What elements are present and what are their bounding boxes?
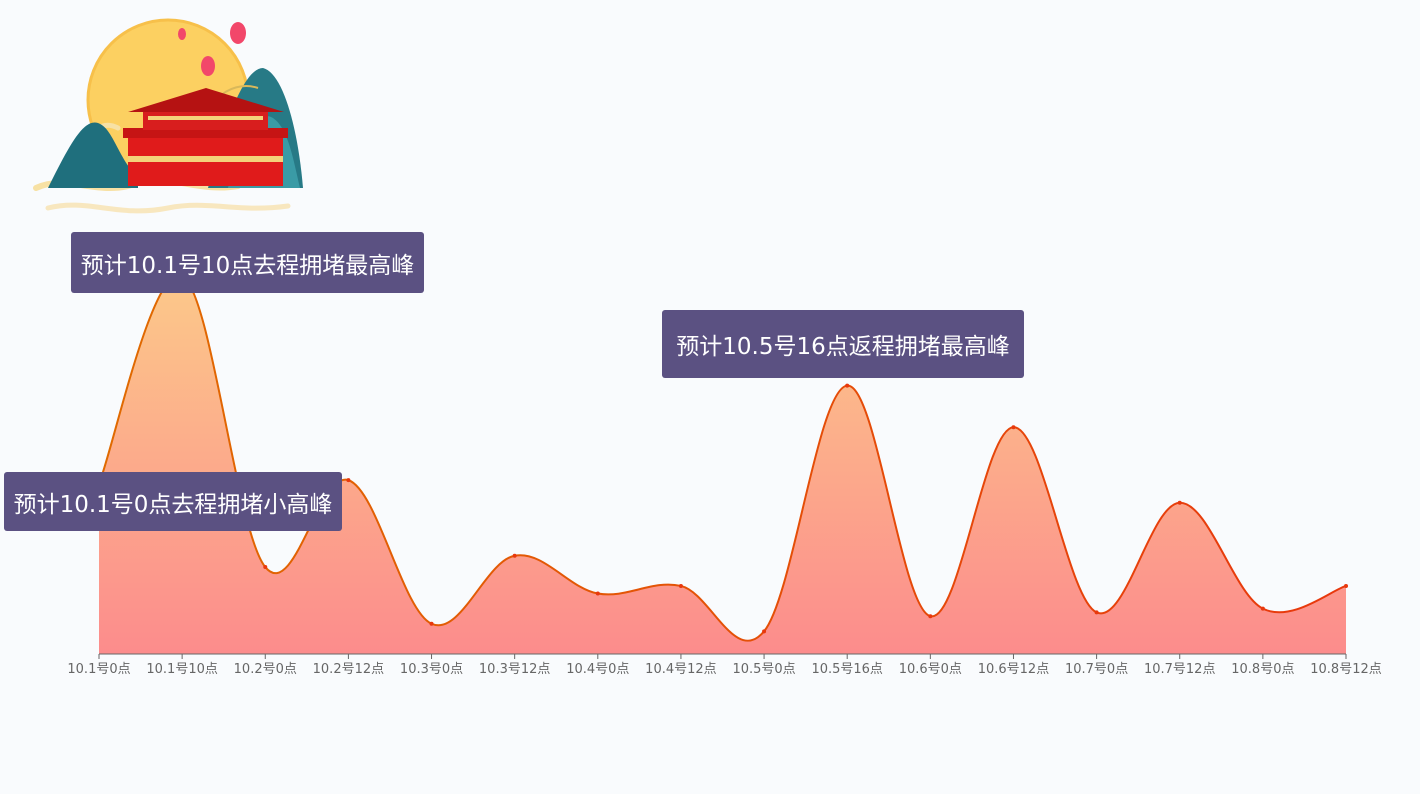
data-point-4 — [429, 621, 434, 626]
data-point-5 — [512, 553, 517, 558]
data-point-12 — [1094, 610, 1099, 615]
congestion-area — [99, 275, 1346, 654]
data-point-6 — [595, 591, 600, 596]
data-point-10 — [928, 614, 933, 619]
x-tick-label-7: 10.4号12点 — [645, 662, 717, 677]
x-tick-label-13: 10.7号12点 — [1144, 662, 1216, 677]
x-tick-label-8: 10.5号0点 — [732, 662, 795, 677]
x-tick-label-0: 10.1号0点 — [67, 662, 130, 677]
x-tick-label-11: 10.6号12点 — [978, 662, 1050, 677]
x-tick-label-10: 10.6号0点 — [899, 662, 962, 677]
data-point-2 — [263, 565, 268, 570]
x-tick-label-15: 10.8号12点 — [1310, 662, 1382, 677]
data-point-11 — [1011, 425, 1016, 430]
x-tick-label-1: 10.1号10点 — [146, 662, 218, 677]
annotation-peak-outbound: 预计10.1号10点去程拥堵最高峰 — [71, 232, 424, 293]
x-tick-label-9: 10.5号16点 — [811, 662, 883, 677]
data-point-14 — [1260, 606, 1265, 611]
data-point-3 — [346, 478, 351, 483]
annotation-minor-peak-outbound: 预计10.1号0点去程拥堵小高峰 — [4, 472, 342, 531]
x-tick-label-6: 10.4号0点 — [566, 662, 629, 677]
x-tick-label-2: 10.2号0点 — [234, 662, 297, 677]
x-tick-label-4: 10.3号0点 — [400, 662, 463, 677]
congestion-line — [98, 274, 1347, 642]
x-tick-label-3: 10.2号12点 — [313, 662, 385, 677]
data-point-8 — [762, 629, 767, 634]
data-point-7 — [678, 583, 683, 588]
x-tick-label-12: 10.7号0点 — [1065, 662, 1128, 677]
data-point-15 — [1344, 583, 1348, 588]
x-tick-label-14: 10.8号0点 — [1231, 662, 1294, 677]
annotation-peak-return: 预计10.5号16点返程拥堵最高峰 — [662, 310, 1024, 378]
national-day-illustration-icon — [33, 18, 303, 214]
data-point-9 — [845, 383, 850, 388]
x-tick-label-5: 10.3号12点 — [479, 662, 551, 677]
data-point-13 — [1177, 500, 1182, 505]
